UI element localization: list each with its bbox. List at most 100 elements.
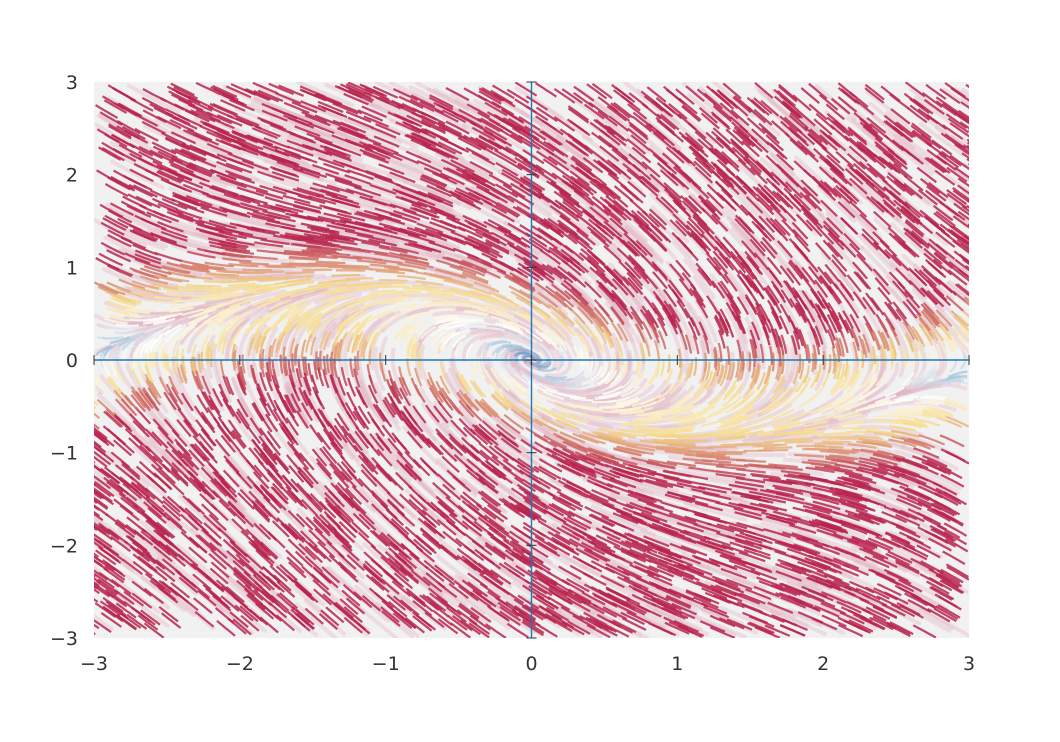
- field-streak: [648, 148, 668, 166]
- field-streak: [313, 545, 332, 563]
- field-streak: [862, 315, 875, 335]
- field-streak-soft: [359, 386, 386, 429]
- field-streak: [664, 621, 690, 635]
- field-streak-soft: [659, 167, 701, 205]
- field-streak-soft: [569, 542, 624, 572]
- field-streak: [613, 102, 634, 119]
- field-streak-soft: [225, 317, 250, 360]
- field-streak: [346, 554, 366, 572]
- field-streak: [232, 310, 252, 324]
- field-streak-soft: [663, 160, 705, 198]
- field-streak: [188, 449, 205, 467]
- field-streak-soft: [884, 129, 930, 166]
- field-streak-soft: [192, 522, 234, 560]
- field-streak: [641, 305, 655, 325]
- field-streak: [131, 280, 160, 290]
- field-streak: [401, 377, 412, 397]
- field-streak: [948, 370, 968, 378]
- field-streak-soft: [825, 211, 864, 251]
- field-streak-soft: [722, 590, 782, 617]
- field-streak-soft: [855, 316, 875, 360]
- field-streak: [797, 354, 802, 374]
- field-streak: [703, 483, 733, 491]
- field-streak: [941, 579, 965, 594]
- field-streak-soft: [683, 466, 751, 479]
- field-streak-soft: [605, 452, 670, 472]
- field-streak: [918, 269, 938, 287]
- field-streak: [461, 520, 483, 537]
- field-streak-soft: [454, 253, 512, 280]
- field-streak-soft: [961, 190, 969, 199]
- field-streak-soft: [624, 224, 664, 263]
- field-streak: [94, 482, 97, 487]
- vector-field-streaks: [94, 82, 969, 638]
- field-streak-soft: [729, 111, 772, 149]
- field-streak: [632, 426, 660, 430]
- field-streak: [803, 424, 830, 431]
- field-streak-soft: [816, 184, 856, 223]
- field-streak-soft: [683, 258, 716, 299]
- field-streak: [628, 406, 654, 414]
- field-streak-soft: [627, 595, 684, 623]
- field-streak: [837, 200, 856, 219]
- field-streak-soft: [496, 565, 545, 599]
- field-streak-soft: [466, 202, 521, 233]
- field-streak: [153, 317, 176, 326]
- field-streak: [245, 553, 264, 571]
- field-streak-soft: [786, 321, 802, 366]
- field-streak-soft: [317, 480, 356, 520]
- field-streak: [967, 162, 969, 166]
- field-streak: [838, 624, 864, 638]
- field-streak: [195, 534, 215, 552]
- field-streak-soft: [613, 214, 654, 253]
- field-streak-soft: [769, 609, 827, 636]
- field-streak-soft: [326, 308, 361, 348]
- field-streak-soft: [509, 348, 533, 382]
- field-streak-soft: [354, 603, 398, 638]
- field-streak: [304, 114, 331, 127]
- field-streak: [261, 348, 265, 369]
- field-streak-soft: [411, 92, 466, 122]
- field-streak: [730, 141, 750, 159]
- field-streak: [310, 336, 317, 356]
- field-streak-soft: [432, 87, 487, 118]
- field-streak-soft: [606, 205, 649, 243]
- field-streak: [838, 337, 845, 358]
- field-streak: [718, 425, 745, 433]
- field-streak: [756, 197, 775, 216]
- field-streak: [434, 318, 458, 326]
- field-streak-soft: [796, 530, 857, 554]
- field-streak-soft: [169, 221, 232, 243]
- field-streak: [967, 303, 969, 307]
- field-streak: [904, 82, 926, 98]
- field-streak-soft: [356, 355, 373, 400]
- field-streak: [276, 160, 304, 172]
- field-streak: [197, 354, 202, 373]
- field-streak: [466, 103, 491, 118]
- field-streak: [508, 285, 532, 300]
- field-streak: [285, 271, 315, 275]
- field-streak: [718, 252, 735, 271]
- field-streak-soft: [104, 245, 163, 272]
- field-streak-soft: [231, 145, 292, 170]
- field-streak-soft: [519, 110, 568, 144]
- field-streak: [426, 379, 439, 399]
- field-streak: [686, 564, 713, 576]
- field-streak: [506, 88, 530, 104]
- field-streak-soft: [755, 478, 821, 494]
- field-streak-soft: [885, 183, 929, 220]
- field-streak-soft: [462, 332, 504, 362]
- field-streak-soft: [844, 164, 887, 202]
- field-streak-soft: [636, 486, 699, 508]
- field-streak-soft: [635, 577, 693, 605]
- field-streak-soft: [546, 398, 610, 417]
- field-streak-soft: [598, 510, 657, 537]
- field-streak: [551, 502, 576, 518]
- field-streak: [456, 547, 478, 564]
- field-streak: [399, 493, 418, 511]
- field-streak: [768, 416, 794, 427]
- field-streak: [351, 485, 369, 503]
- field-streak: [149, 149, 175, 163]
- field-streak-soft: [355, 367, 376, 411]
- field-streak-soft: [328, 420, 361, 462]
